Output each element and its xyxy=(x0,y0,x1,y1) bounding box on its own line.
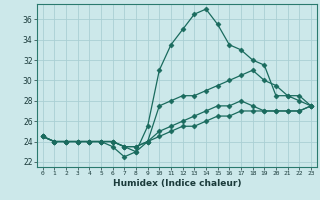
X-axis label: Humidex (Indice chaleur): Humidex (Indice chaleur) xyxy=(113,179,241,188)
